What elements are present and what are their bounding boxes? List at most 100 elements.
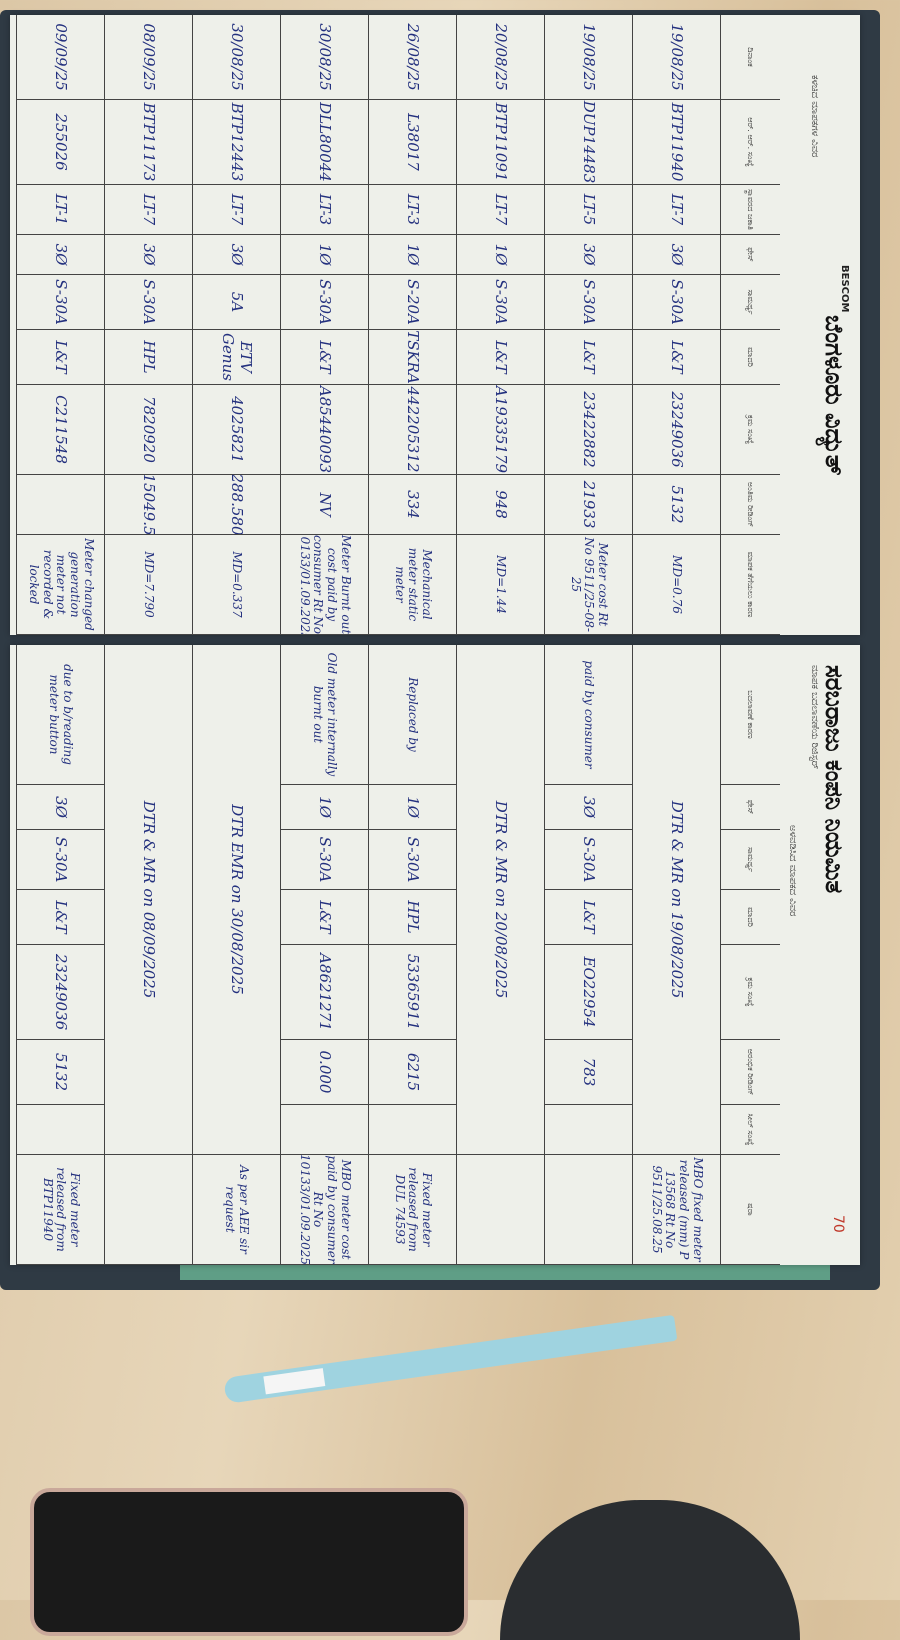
cell: 1Ø [280,235,368,275]
pen [223,1314,678,1404]
column-header: ಆರ್. ಆರ್. ಸಂಖ್ಯೆ [720,100,780,185]
cell: 19/08/25 [544,15,632,100]
left-page: ಬೆಂಗಳೂರು ವಿದ್ಯುತ್ BESCOM ಕಳಚಿದ ಮಾಪಕಗಳ ವಿ… [10,15,860,635]
cell: LT-3 [368,185,456,235]
column-header: ಮಾದರಿ [720,890,780,945]
cell: 23249036 [632,385,720,475]
cell: LT-7 [456,185,544,235]
cell: DTR & MR on 20/08/2025 [456,645,544,1155]
column-header: ಸಾಮರ್ಥ್ಯ [720,830,780,890]
cell: paid by consumer [544,645,632,785]
cell: 783 [544,1040,632,1105]
cell: LT-5 [544,185,632,235]
cell: 3Ø [16,785,104,830]
cell: 1Ø [368,785,456,830]
logo: BESCOM [839,265,850,313]
column-header: ಕ್ರಮ ಸಂಖ್ಯೆ [720,945,780,1040]
cell: L&T [544,890,632,945]
cell: 19/08/25 [632,15,720,100]
cell: DLL80044 [280,100,368,185]
cell: MBO fixed meter released (mm) P 13568 Rt… [632,1155,720,1265]
cell: MD=1.44 [456,535,544,635]
cell: 53365911 [368,945,456,1040]
cell: TSKRA [368,330,456,385]
cell [544,1155,632,1265]
cell: 3Ø [104,235,192,275]
cell: 30/08/25 [280,15,368,100]
cell: 21933 [544,475,632,535]
cell: ETV Genus [192,330,280,385]
column-header: ಮಾಪಕ ತೆಗೆಯಲು ಕಾರಣ [720,535,780,635]
column-header: ಕ್ರಮ ಸಂಖ್ಯೆ [720,385,780,475]
cell: Fixed meter released from DUL 74593 [368,1155,456,1265]
cell [280,1105,368,1155]
cell: S-30A [544,275,632,330]
cell: 7820920 [104,385,192,475]
cell: S-30A [16,275,104,330]
cell: A85440093 [280,385,368,475]
cell: NV [280,475,368,535]
cell: 20/08/25 [456,15,544,100]
cell: 3Ø [544,235,632,275]
cell: A19335179 [456,385,544,475]
cell: LT-1 [16,185,104,235]
title-left: ಬೆಂಗಳೂರು ವಿದ್ಯುತ್ [820,315,848,476]
column-header: ಅಂತಿಮ ರೀಡಿಂಗ್ [720,475,780,535]
cell: S-30A [104,275,192,330]
cell: 288.580 [192,475,280,535]
cell: 15049.5 [104,475,192,535]
cell: MD=0.337 [192,535,280,635]
column-header: ದಿನಾಂಕ [720,15,780,100]
cell: Old meter internally burnt out [280,645,368,785]
page-number: 70 [830,1215,846,1233]
register-sheet: ಬೆಂಗಳೂರು ವಿದ್ಯುತ್ BESCOM ಕಳಚಿದ ಮಾಪಕಗಳ ವಿ… [10,15,860,1265]
cell: 23422882 [544,385,632,475]
cell [456,1155,544,1265]
cell: MBO meter cost paid by consumer Rt No 10… [280,1155,368,1265]
column-header: ಷರಾ [720,1155,780,1265]
cell: 442205312 [368,385,456,475]
cell: DTR & MR on 08/09/2025 [104,645,192,1155]
right-page: ಸರಬರಾಜು ಕಂಪನಿ ನಿಯಮಿತ 70 ಮಾಪಕ ಬದಲಾವಣೆಯ ರಿ… [10,645,860,1265]
cell: L38017 [368,100,456,185]
cell: L&T [280,330,368,385]
cell [104,1155,192,1265]
cell: DTR EMR on 30/08/2025 [192,645,280,1155]
cell: 23249036 [16,945,104,1040]
cell: HPL [368,890,456,945]
cell: S-30A [16,830,104,890]
cell: 3Ø [16,235,104,275]
cell: 6215 [368,1040,456,1105]
cell: 1Ø [368,235,456,275]
cell: BTP11940 [632,100,720,185]
cell: S-30A [280,830,368,890]
cell: 255026 [16,100,104,185]
cell [544,1105,632,1155]
cell: S-30A [280,275,368,330]
cell: 1Ø [280,785,368,830]
pen-label [263,1368,326,1395]
column-header: ಸಾಮರ್ಥ್ಯ [720,275,780,330]
column-header: ಫೇಸ್ [720,785,780,830]
cell: Meter Burnt out cost paid by consumer Rt… [280,535,368,635]
cell: BTP11091 [456,100,544,185]
cell: L&T [16,330,104,385]
column-header: ಆರಂಭಿಕ ರೀಡಿಂಗ್ [720,1040,780,1105]
cell: 0.000 [280,1040,368,1105]
cell: 334 [368,475,456,535]
cell: 5A [192,275,280,330]
column-header: ಫೇಸ್ [720,235,780,275]
cell: Meter cost Rt No 9511/25-08-25 [544,535,632,635]
column-header: ಸೀಲ್ ಸಂಖ್ಯೆ [720,1105,780,1155]
cell: S-20A [368,275,456,330]
phone [30,1488,468,1636]
cell: due to b/reading meter button [16,645,104,785]
cell: 5132 [632,475,720,535]
title-right: ಸರಬರಾಜು ಕಂಪನಿ ನಿಯಮಿತ [820,665,848,894]
cell: LT-3 [280,185,368,235]
cell: C211548 [16,385,104,475]
cell: LT-7 [104,185,192,235]
subtitle-right: ಮಾಪಕ ಬದಲಾವಣೆಯ ರಿಜಿಸ್ಟರ್ [809,665,820,770]
cell: L&T [544,330,632,385]
